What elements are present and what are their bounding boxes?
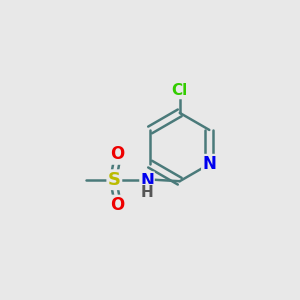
Text: Cl: Cl <box>172 83 188 98</box>
Text: N: N <box>140 172 154 190</box>
Text: N: N <box>202 155 216 173</box>
Text: H: H <box>141 185 153 200</box>
Text: S: S <box>108 171 121 189</box>
Text: O: O <box>110 196 124 214</box>
Text: O: O <box>110 146 124 164</box>
